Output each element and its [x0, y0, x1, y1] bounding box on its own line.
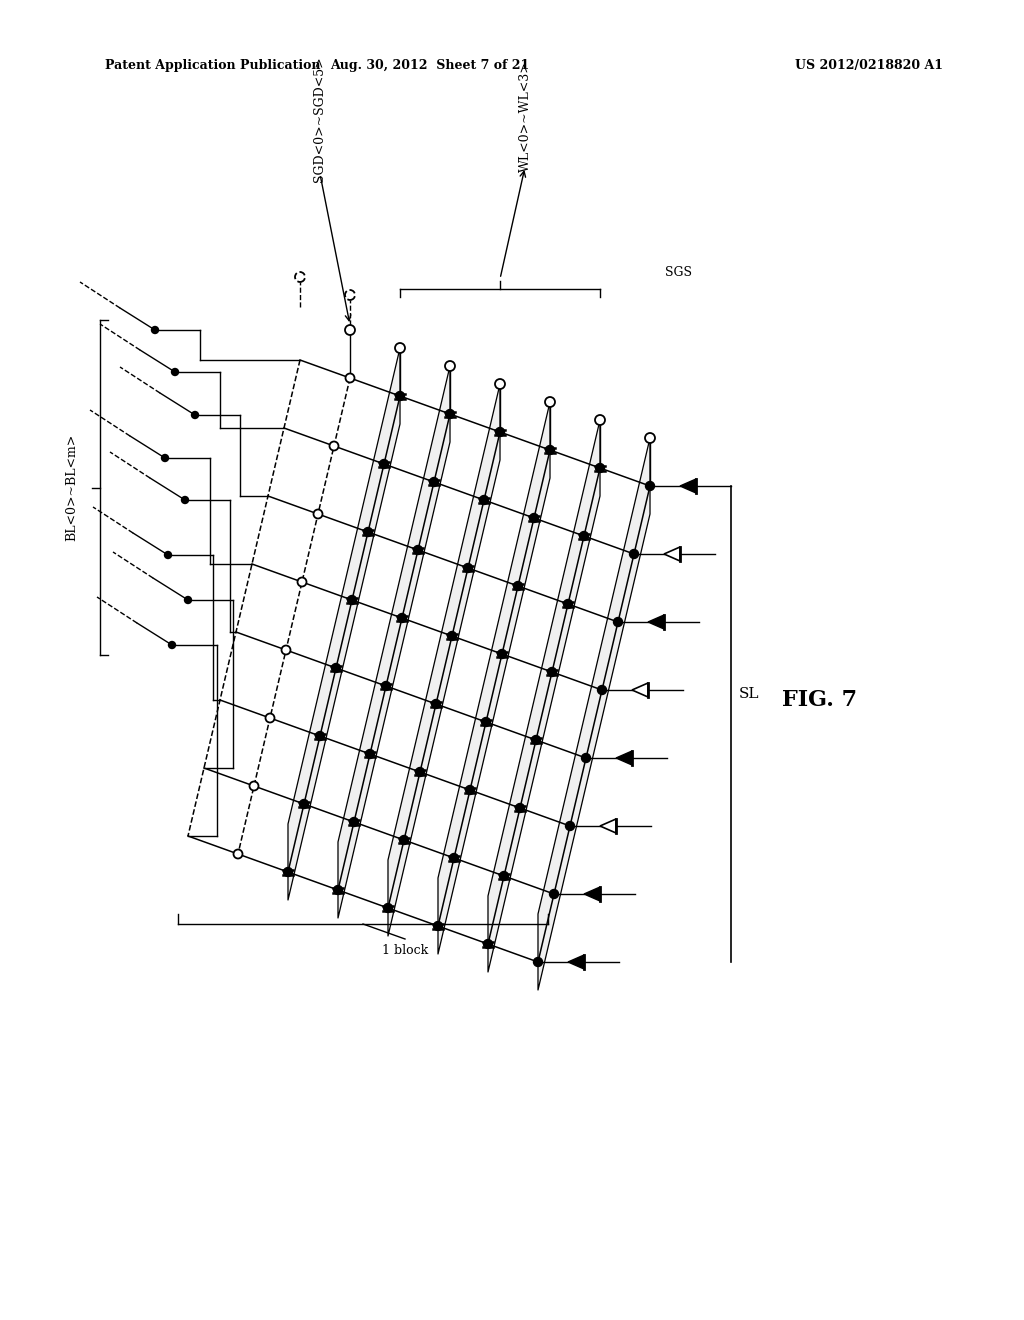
Circle shape: [582, 754, 591, 763]
Circle shape: [550, 890, 558, 899]
Polygon shape: [338, 366, 450, 917]
Circle shape: [330, 441, 339, 450]
Circle shape: [447, 631, 457, 640]
Circle shape: [345, 290, 355, 300]
Circle shape: [645, 433, 655, 444]
Text: WL<0>~WL<3>: WL<0>~WL<3>: [518, 61, 531, 172]
Circle shape: [250, 781, 258, 791]
Circle shape: [349, 817, 358, 826]
Circle shape: [534, 957, 543, 966]
Circle shape: [284, 867, 293, 876]
Circle shape: [479, 495, 488, 504]
Circle shape: [384, 903, 392, 912]
Circle shape: [315, 731, 325, 741]
Text: Patent Application Publication: Patent Application Publication: [105, 58, 321, 71]
Circle shape: [548, 668, 556, 676]
Circle shape: [498, 649, 507, 659]
Polygon shape: [438, 403, 550, 954]
Circle shape: [233, 850, 243, 858]
Polygon shape: [584, 887, 600, 902]
Circle shape: [545, 397, 555, 407]
Circle shape: [496, 428, 505, 437]
Circle shape: [181, 496, 188, 503]
Circle shape: [596, 463, 604, 473]
Text: 1 block: 1 block: [382, 944, 428, 957]
Circle shape: [380, 459, 388, 469]
Circle shape: [366, 750, 375, 759]
Circle shape: [531, 735, 541, 744]
Circle shape: [464, 564, 472, 573]
Circle shape: [466, 785, 474, 795]
Circle shape: [295, 272, 305, 282]
Circle shape: [529, 513, 539, 523]
Polygon shape: [488, 420, 600, 972]
Polygon shape: [538, 438, 650, 990]
Circle shape: [445, 409, 455, 418]
Circle shape: [152, 326, 159, 334]
Circle shape: [483, 940, 493, 949]
Circle shape: [191, 412, 199, 418]
Circle shape: [513, 582, 522, 590]
Circle shape: [364, 528, 373, 536]
Circle shape: [395, 343, 406, 352]
Polygon shape: [616, 751, 632, 766]
Circle shape: [546, 446, 555, 454]
Circle shape: [565, 821, 574, 830]
Circle shape: [332, 664, 341, 672]
Circle shape: [431, 700, 440, 709]
Circle shape: [416, 767, 425, 776]
Circle shape: [450, 854, 459, 862]
Circle shape: [445, 360, 455, 371]
Circle shape: [162, 454, 169, 462]
Circle shape: [382, 681, 390, 690]
Circle shape: [481, 718, 490, 726]
Circle shape: [345, 325, 355, 335]
Circle shape: [282, 645, 291, 655]
Circle shape: [515, 804, 524, 813]
Circle shape: [500, 871, 509, 880]
Circle shape: [495, 379, 505, 389]
Circle shape: [397, 614, 407, 623]
Circle shape: [184, 597, 191, 603]
Circle shape: [345, 374, 354, 383]
Circle shape: [597, 685, 606, 694]
Text: Aug. 30, 2012  Sheet 7 of 21: Aug. 30, 2012 Sheet 7 of 21: [331, 58, 529, 71]
Circle shape: [414, 545, 423, 554]
Circle shape: [630, 549, 639, 558]
Polygon shape: [388, 384, 500, 936]
Circle shape: [347, 595, 356, 605]
Circle shape: [433, 921, 442, 931]
Circle shape: [171, 368, 178, 375]
Polygon shape: [288, 348, 400, 900]
Circle shape: [169, 642, 175, 648]
Circle shape: [613, 618, 623, 627]
Circle shape: [595, 414, 605, 425]
Text: US 2012/0218820 A1: US 2012/0218820 A1: [795, 58, 943, 71]
Circle shape: [334, 886, 342, 895]
Circle shape: [580, 532, 589, 540]
Circle shape: [165, 552, 171, 558]
Polygon shape: [648, 615, 664, 630]
Circle shape: [645, 482, 654, 491]
Circle shape: [563, 599, 572, 609]
Text: SGS: SGS: [665, 265, 692, 279]
Circle shape: [395, 392, 404, 400]
Circle shape: [429, 478, 438, 487]
Circle shape: [298, 578, 306, 586]
Text: BL<0>~BL<m>: BL<0>~BL<m>: [66, 434, 79, 541]
Polygon shape: [568, 954, 584, 969]
Polygon shape: [680, 479, 696, 492]
Text: FIG. 7: FIG. 7: [782, 689, 857, 711]
Circle shape: [265, 714, 274, 722]
Text: SL: SL: [739, 686, 760, 701]
Circle shape: [399, 836, 409, 845]
Circle shape: [299, 800, 308, 808]
Text: SGD<0>~SGD<5>: SGD<0>~SGD<5>: [313, 57, 327, 182]
Circle shape: [313, 510, 323, 519]
